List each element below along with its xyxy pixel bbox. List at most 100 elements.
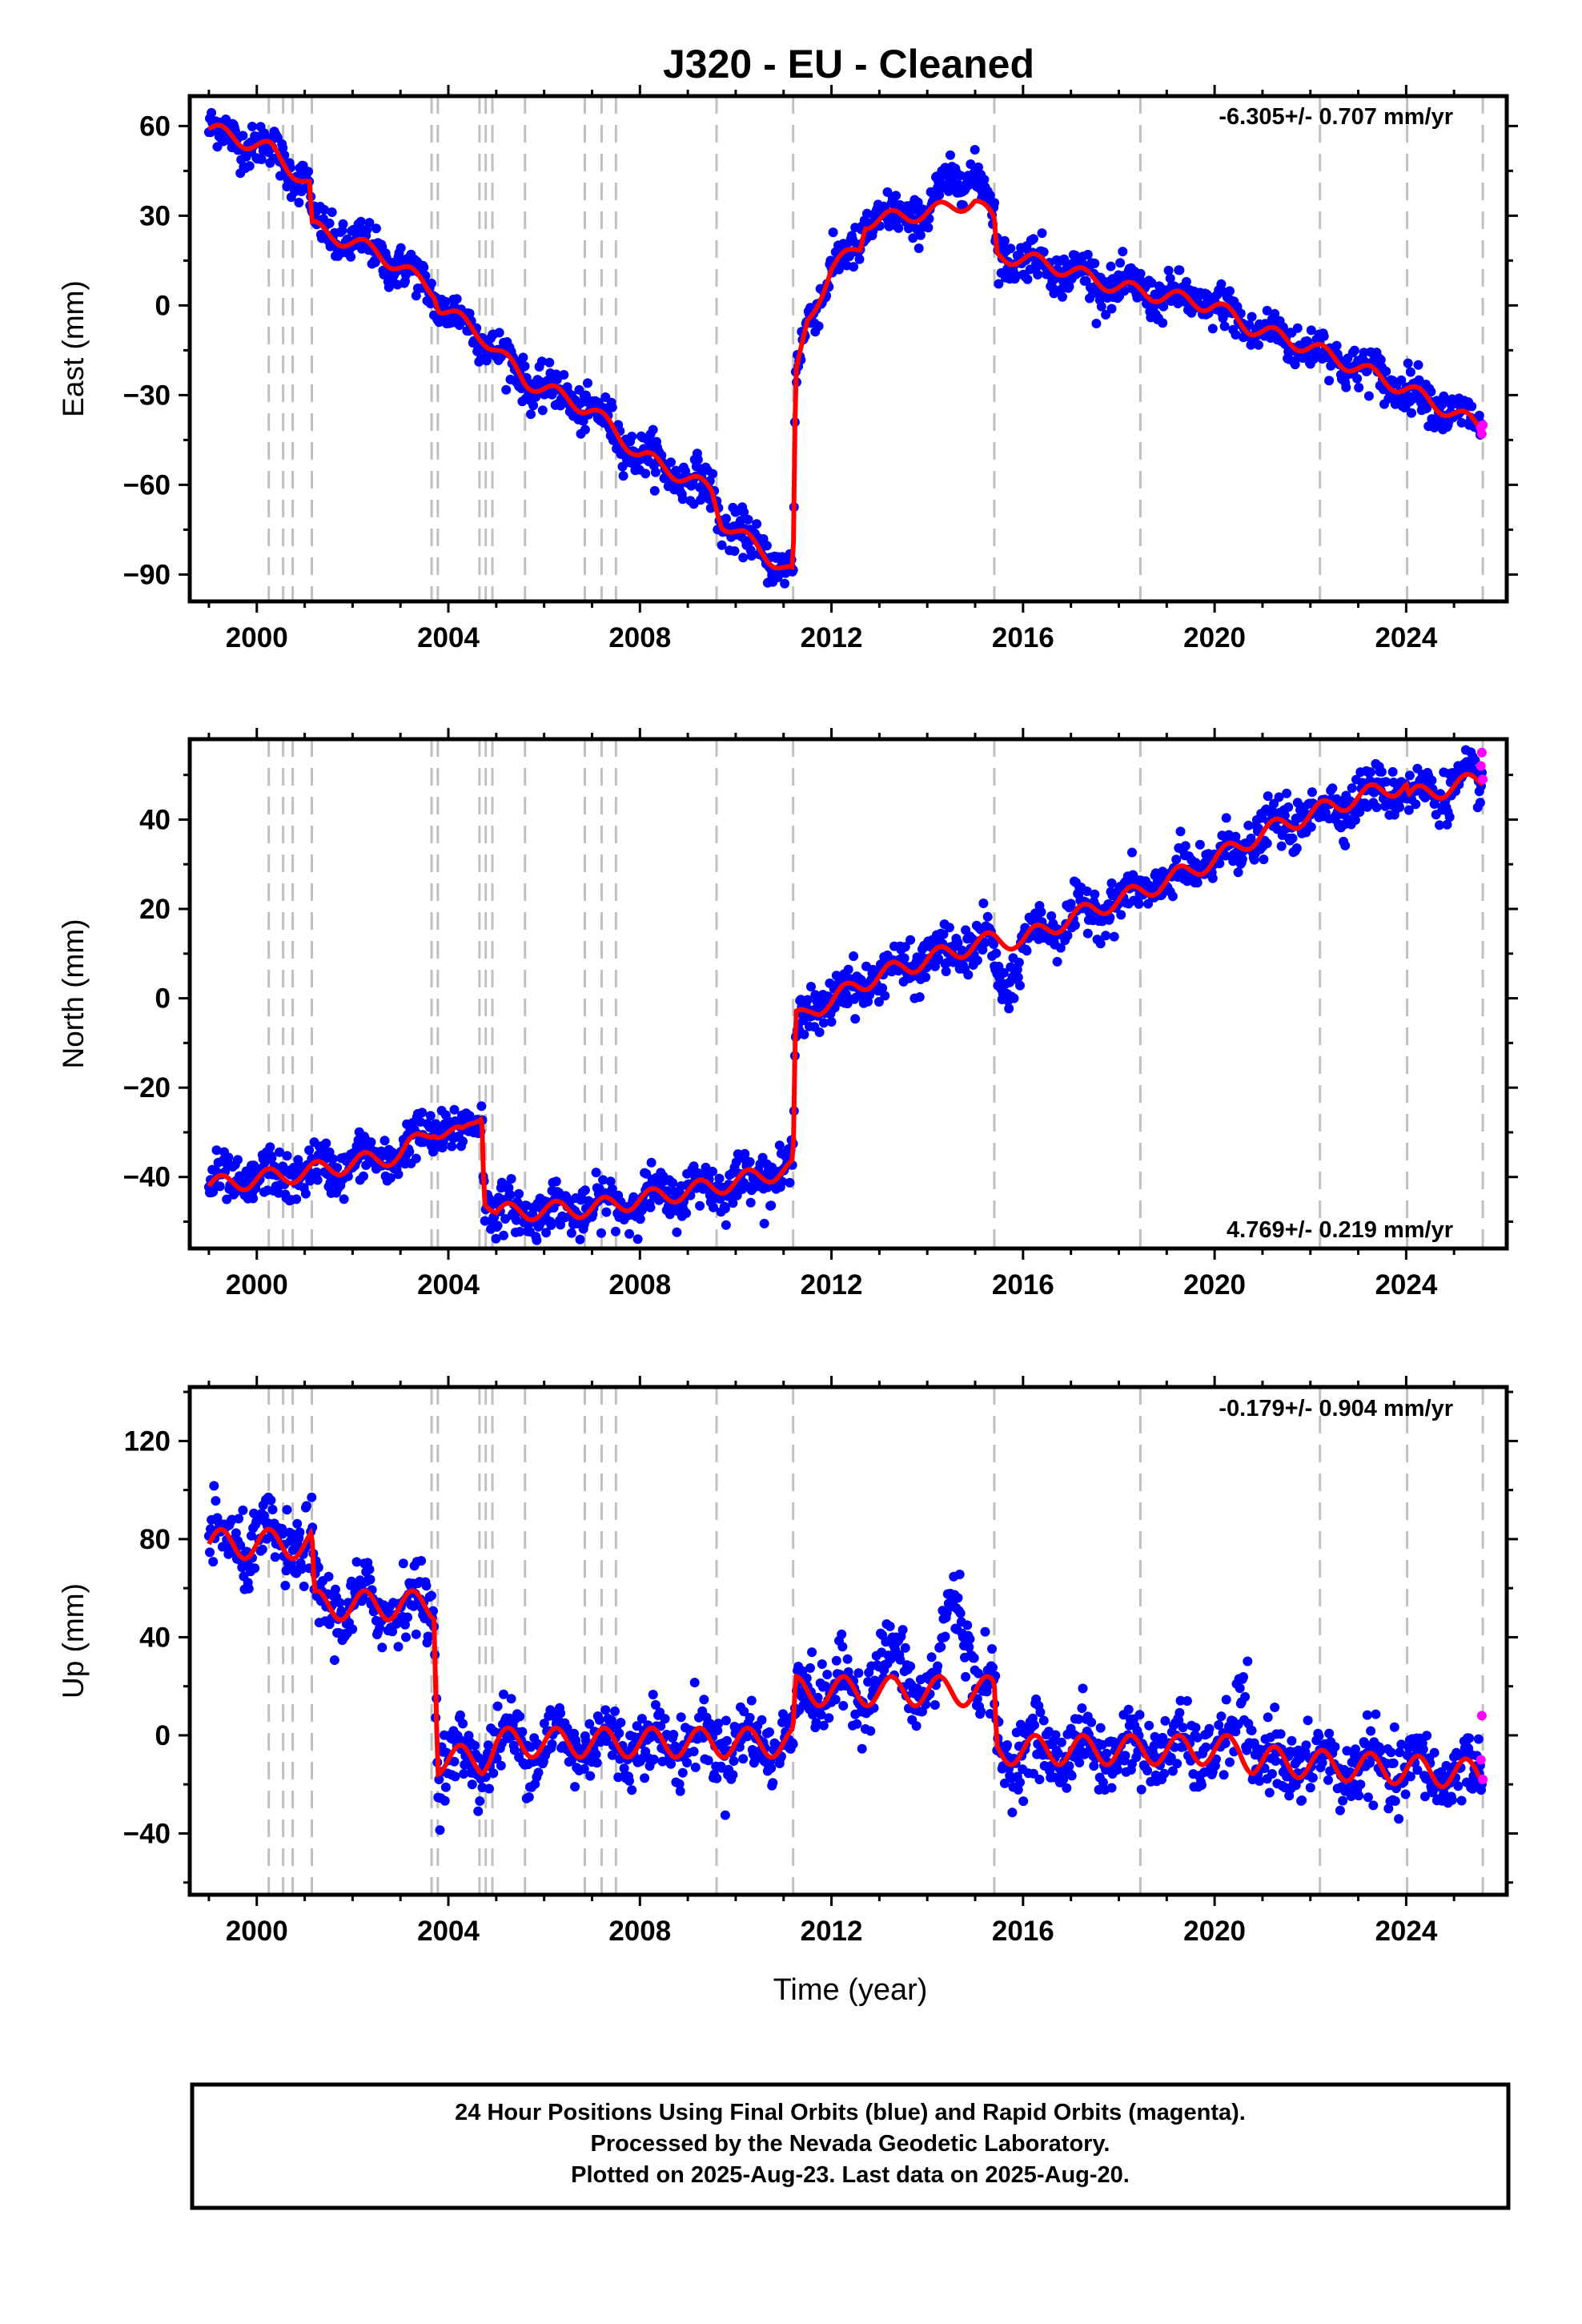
data-point xyxy=(1319,331,1329,341)
data-point xyxy=(278,143,288,153)
data-point xyxy=(411,1153,421,1164)
model-fit-line xyxy=(207,771,1484,1223)
data-point xyxy=(1163,265,1174,275)
data-point xyxy=(838,1701,849,1711)
data-point xyxy=(930,1700,940,1710)
data-point xyxy=(1134,1710,1145,1720)
data-point xyxy=(969,1653,979,1663)
data-point xyxy=(650,467,661,477)
data-point xyxy=(743,514,753,525)
data-point xyxy=(1175,826,1186,837)
data-point xyxy=(580,424,590,435)
data-point xyxy=(1158,318,1168,328)
data-point xyxy=(1214,1720,1224,1730)
data-point xyxy=(208,1557,219,1567)
data-point xyxy=(665,1209,675,1220)
data-point xyxy=(1259,854,1269,865)
y-tick-label: 0 xyxy=(155,290,171,321)
data-point xyxy=(233,1155,243,1165)
data-point xyxy=(323,1571,334,1582)
data-point xyxy=(1368,1800,1379,1811)
data-point xyxy=(1215,858,1225,869)
data-point xyxy=(1287,1735,1297,1746)
data-point xyxy=(1225,286,1235,296)
y-tick-label: 0 xyxy=(155,1720,171,1751)
data-point xyxy=(824,1713,834,1723)
data-point xyxy=(1246,833,1256,843)
data-point xyxy=(676,1712,686,1723)
data-point xyxy=(1159,1768,1170,1779)
data-point xyxy=(483,1740,493,1751)
data-point xyxy=(990,198,1000,208)
data-point xyxy=(1004,1003,1014,1014)
data-point xyxy=(417,1108,428,1118)
data-point xyxy=(616,1718,626,1727)
data-point xyxy=(424,1631,434,1642)
data-point xyxy=(842,1654,853,1664)
data-point xyxy=(1239,1672,1248,1682)
data-point xyxy=(256,155,267,164)
data-point xyxy=(893,223,904,233)
footer-line-3: Plotted on 2025-Aug-23. Last data on 202… xyxy=(571,2162,1130,2188)
data-point xyxy=(1101,931,1111,941)
x-tick-label: 2016 xyxy=(992,1269,1054,1301)
data-point xyxy=(411,291,421,301)
data-point xyxy=(1052,956,1062,967)
data-point xyxy=(476,1101,487,1112)
data-point xyxy=(1216,1711,1227,1722)
data-point xyxy=(1007,1807,1018,1818)
data-point xyxy=(1172,1759,1182,1769)
data-point xyxy=(614,1728,624,1739)
data-point xyxy=(237,1562,247,1573)
data-point xyxy=(291,1194,302,1204)
data-point xyxy=(1106,878,1117,888)
x-tick-label: 2004 xyxy=(417,1269,480,1301)
data-point xyxy=(205,1547,215,1558)
data-point xyxy=(452,294,462,304)
data-point xyxy=(312,1175,323,1185)
data-point xyxy=(955,1608,966,1618)
data-point xyxy=(499,1689,508,1699)
rate-annotation: -0.179+/- 0.904 mm/yr xyxy=(1219,1396,1453,1421)
data-point xyxy=(940,1631,950,1642)
data-point xyxy=(1178,1723,1188,1733)
data-point xyxy=(1046,911,1057,921)
data-point xyxy=(400,1619,410,1630)
data-point xyxy=(985,1709,995,1719)
data-point xyxy=(311,1167,322,1177)
data-point xyxy=(978,899,989,908)
data-point xyxy=(905,1661,916,1671)
data-point xyxy=(823,991,833,1002)
data-point xyxy=(515,1227,525,1236)
data-point xyxy=(850,1014,861,1024)
data-point xyxy=(598,1175,608,1185)
data-point xyxy=(799,1029,809,1039)
data-point xyxy=(1167,891,1178,902)
data-point xyxy=(1036,907,1046,917)
data-point xyxy=(1390,1796,1400,1806)
data-point xyxy=(515,1711,525,1722)
data-point xyxy=(426,278,436,288)
data-point xyxy=(1216,279,1227,289)
data-point xyxy=(524,1792,534,1802)
data-point xyxy=(335,1598,345,1608)
data-point xyxy=(843,964,853,975)
data-point xyxy=(805,1663,815,1673)
data-point xyxy=(1314,1731,1324,1741)
data-point xyxy=(921,972,931,983)
data-point xyxy=(1290,360,1300,370)
data-point xyxy=(1038,1715,1049,1726)
data-point xyxy=(1262,838,1272,849)
data-point xyxy=(393,1169,404,1180)
rapid-point xyxy=(1476,428,1487,439)
data-point xyxy=(1049,288,1059,299)
data-point xyxy=(834,264,844,275)
footer-line-2: Processed by the Nevada Geodetic Laborat… xyxy=(591,2131,1110,2157)
data-point xyxy=(238,131,248,141)
data-point xyxy=(1095,939,1106,949)
data-point xyxy=(492,1753,502,1763)
data-point xyxy=(484,1783,494,1794)
data-point xyxy=(640,1773,650,1783)
data-point xyxy=(913,243,924,253)
data-point xyxy=(1058,1775,1069,1784)
